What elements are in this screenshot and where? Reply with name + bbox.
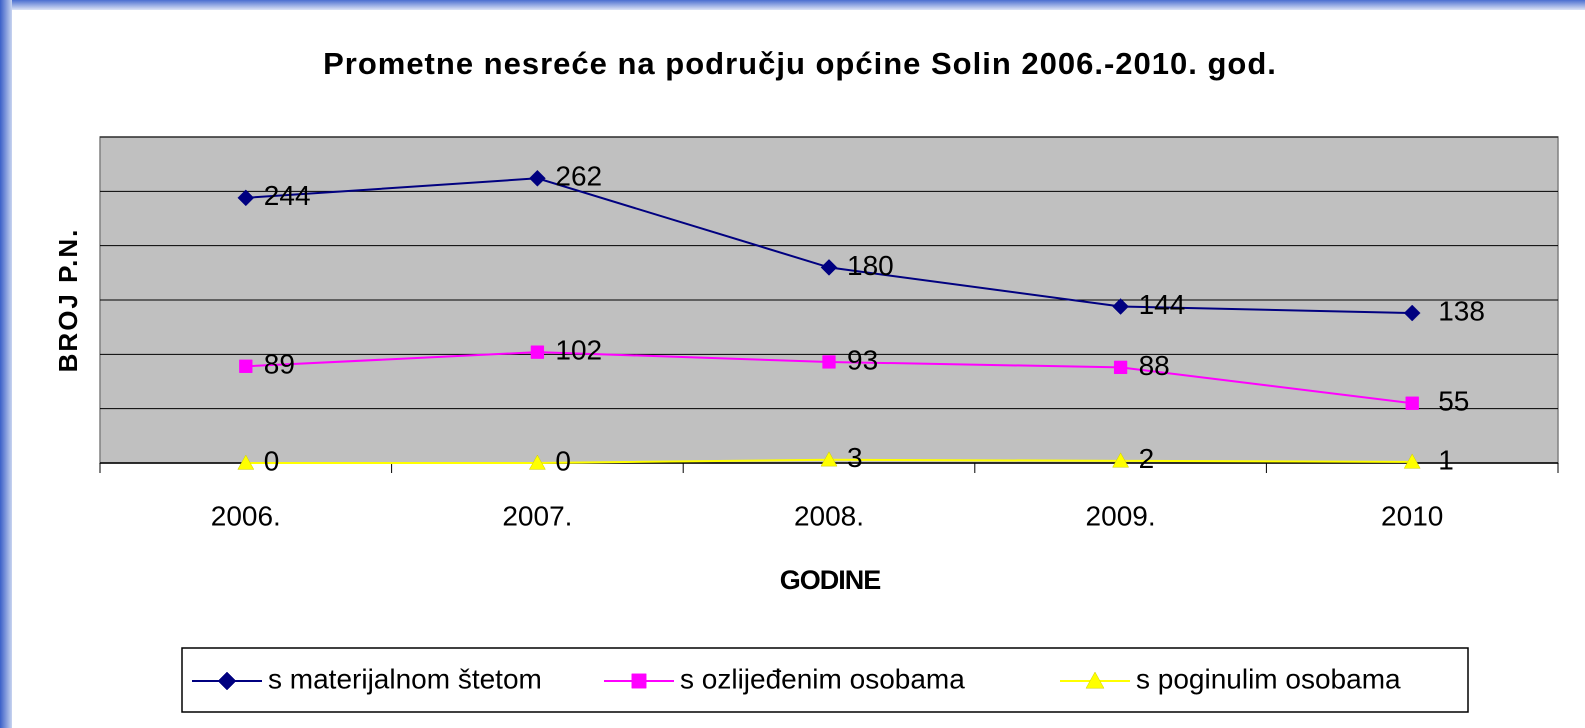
x-tick-label: 2008. — [794, 500, 864, 531]
top-band — [0, 0, 1585, 10]
marker — [237, 454, 255, 470]
marker — [1112, 452, 1130, 468]
marker — [239, 359, 253, 373]
marker — [820, 259, 838, 276]
marker — [528, 454, 546, 470]
data-label: 93 — [847, 344, 878, 375]
chart-title: Prometne nesreće na području općine Soli… — [323, 46, 1277, 81]
data-label: 2 — [1139, 443, 1155, 474]
marker — [530, 345, 545, 359]
data-label: 144 — [1139, 289, 1186, 320]
y-axis-title: BROJ P.N. — [53, 228, 83, 373]
data-label: 0 — [264, 445, 280, 476]
marker — [1112, 298, 1129, 315]
marker — [631, 673, 647, 689]
marker — [1405, 396, 1419, 410]
data-label: 244 — [264, 180, 311, 211]
marker — [217, 671, 237, 691]
data-label: 55 — [1438, 386, 1469, 417]
x-tick-label: 2009. — [1086, 500, 1156, 531]
data-label: 102 — [555, 335, 602, 366]
legend-label: s poginulim osobama — [1136, 663, 1401, 694]
data-label: 0 — [555, 445, 571, 476]
legend-label: s ozlijeđenim osobama — [680, 663, 965, 694]
legend-label: s materijalnom štetom — [268, 663, 542, 694]
x-axis-title: GODINE — [780, 565, 881, 595]
marker — [1403, 453, 1421, 469]
marker — [822, 355, 836, 369]
data-label: 180 — [847, 250, 894, 281]
data-label: 88 — [1139, 350, 1170, 381]
data-label: 89 — [264, 349, 295, 380]
data-label: 138 — [1438, 295, 1485, 326]
data-label: 3 — [847, 442, 863, 473]
x-tick-label: 2006. — [211, 500, 281, 531]
data-label: 262 — [555, 161, 602, 192]
x-tick-label: 2007. — [502, 500, 572, 531]
marker — [1085, 671, 1105, 689]
marker — [1113, 360, 1128, 375]
side-band — [0, 0, 12, 728]
marker — [237, 189, 255, 207]
data-label: 1 — [1438, 444, 1454, 475]
x-tick-label: 2010 — [1381, 500, 1443, 531]
marker — [1403, 304, 1421, 322]
marker — [820, 451, 838, 467]
marker — [529, 169, 546, 187]
legend-box — [181, 647, 1469, 713]
